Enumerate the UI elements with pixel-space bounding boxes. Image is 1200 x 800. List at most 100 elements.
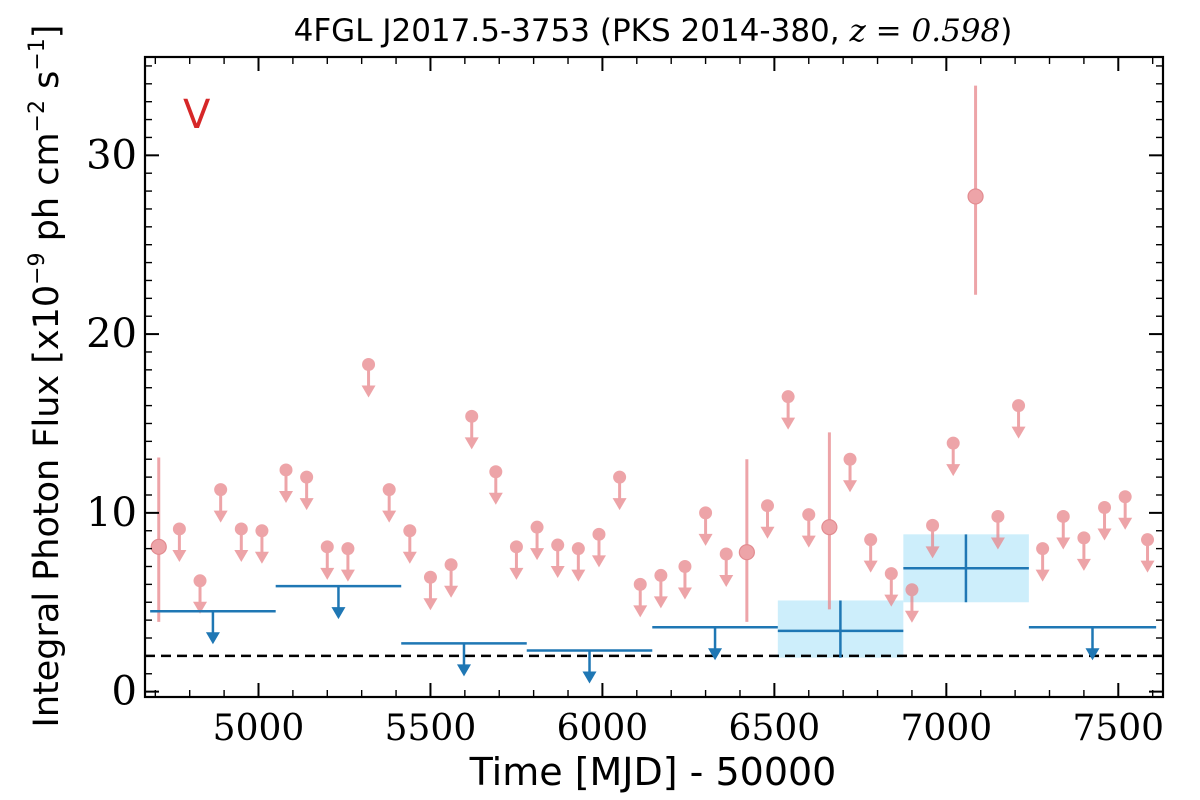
y-axis-label-close: ] — [27, 25, 67, 39]
upper-limit-arrowhead — [653, 596, 668, 609]
short-bin-upper-limit-42 — [1118, 490, 1133, 530]
x-axis-label: Time [MJD] - 50000 — [469, 750, 837, 794]
short-bin-detection-2 — [821, 432, 838, 610]
upper-limit-arrowhead — [193, 601, 208, 614]
upper-limit-arrowhead — [1140, 560, 1155, 573]
y-axis-label-units-2: s — [27, 71, 67, 100]
short-bin-upper-limit-35 — [946, 436, 961, 477]
upper-limit-point — [678, 559, 692, 573]
upper-limit-point — [509, 540, 523, 554]
y-tick-label: 0 — [112, 669, 137, 715]
detection-point — [738, 544, 755, 561]
upper-limit-arrowhead — [698, 533, 713, 546]
upper-limit-point — [1036, 542, 1050, 556]
long-bin-series — [150, 534, 1157, 684]
upper-limit-point — [905, 583, 919, 597]
short-bin-upper-limit-25 — [698, 506, 713, 546]
upper-limit-arrowhead — [946, 464, 961, 477]
short-bin-upper-limit-40 — [1076, 531, 1091, 571]
detection-point — [967, 188, 984, 205]
upper-limit-point — [926, 518, 940, 532]
upper-limit-arrowhead — [925, 546, 940, 559]
upper-limit-arrowhead — [382, 510, 397, 523]
long-bin-upper-limit-5 — [1028, 626, 1157, 661]
upper-limit-point — [654, 568, 668, 582]
long-bin-upper-limit-1 — [275, 584, 402, 620]
short-bin-upper-limit-1 — [193, 574, 208, 614]
upper-limit-arrowhead — [530, 548, 545, 561]
upper-limit-arrowhead — [1035, 569, 1050, 582]
short-bin-upper-limit-5 — [279, 463, 294, 503]
short-bin-upper-limit-27 — [760, 499, 775, 539]
upper-limit-point — [234, 522, 248, 536]
short-bin-upper-limit-12 — [423, 570, 438, 611]
upper-limit-arrowhead — [843, 480, 858, 493]
upper-limit-point — [172, 522, 186, 536]
upper-limit-arrowhead — [509, 567, 524, 580]
upper-limit-point — [1141, 533, 1155, 547]
short-bin-upper-limit-3 — [234, 522, 249, 562]
upper-limit-arrowhead — [550, 566, 565, 579]
x-tick-label: 5000 — [213, 708, 305, 749]
upper-limit-arrowhead — [612, 498, 627, 511]
short-bin-detection-1 — [738, 459, 755, 622]
upper-limit-arrowhead — [1076, 558, 1091, 571]
upper-limit-point — [489, 465, 503, 479]
upper-limit-point — [320, 540, 334, 554]
x-tick-label: 7000 — [901, 708, 993, 749]
short-bin-upper-limit-28 — [781, 390, 796, 430]
short-bin-upper-limit-21 — [612, 470, 627, 511]
upper-limit-point — [362, 357, 376, 371]
upper-limit-point — [864, 533, 878, 547]
x-tick-label: 7500 — [1072, 708, 1164, 749]
upper-limit-arrowhead — [571, 569, 586, 582]
short-bin-upper-limit-20 — [591, 527, 606, 568]
short-bin-upper-limit-9 — [361, 357, 376, 398]
plot-axes: 5000 5500 6000 6500 7000 7500 0 10 20 30 — [86, 55, 1164, 749]
y-axis-label-exponent: −9 — [25, 252, 50, 284]
upper-limit-point — [699, 506, 713, 520]
long-bin-detection-0 — [777, 600, 904, 658]
upper-limit-arrowhead — [591, 555, 606, 568]
long-bin-arrowhead — [456, 664, 471, 677]
upper-limit-point — [843, 452, 857, 466]
chart-title-text: 4FGL J2017.5-3753 (PKS 2014-380, — [294, 13, 850, 49]
y-axis-label-units: ph cm — [27, 132, 67, 252]
short-bin-upper-limit-8 — [340, 542, 355, 582]
upper-limit-arrowhead — [863, 560, 878, 573]
upper-limit-arrowhead — [464, 437, 479, 450]
upper-limit-arrowhead — [990, 537, 1005, 550]
long-bin-upper-limit-3 — [526, 649, 653, 684]
upper-limit-point — [613, 470, 627, 484]
upper-limit-arrowhead — [633, 605, 648, 618]
y-axis-label: Integral Photon Flux [x10−9 ph cm−2 s−1] — [25, 25, 67, 728]
short-bin-upper-limit-30 — [843, 452, 858, 493]
upper-limit-arrowhead — [340, 569, 355, 582]
upper-limit-arrowhead — [1097, 528, 1112, 541]
short-bin-upper-limit-19 — [571, 542, 586, 582]
upper-limit-point — [341, 542, 355, 556]
short-bin-upper-limit-23 — [653, 568, 668, 609]
upper-limit-arrowhead — [320, 567, 335, 580]
short-bin-upper-limit-7 — [320, 540, 335, 580]
short-bin-upper-limit-16 — [509, 540, 524, 580]
short-bin-upper-limit-34 — [925, 518, 940, 559]
upper-limit-arrowhead — [423, 598, 438, 611]
upper-limit-arrowhead — [719, 574, 734, 587]
upper-limit-point — [802, 508, 816, 522]
x-tick-label: 6500 — [729, 708, 821, 749]
upper-limit-point — [551, 538, 565, 552]
upper-limit-point — [255, 524, 269, 538]
upper-limit-arrowhead — [488, 492, 503, 505]
upper-limit-point — [382, 483, 396, 497]
long-bin-upper-limit-4 — [652, 626, 778, 661]
upper-limit-arrowhead — [254, 551, 269, 564]
upper-limit-point — [946, 436, 960, 450]
upper-limit-point — [571, 542, 585, 556]
upper-limit-arrowhead — [760, 526, 775, 539]
upper-limit-point — [193, 574, 207, 588]
y-tick-label: 30 — [86, 132, 137, 178]
short-bin-upper-limit-6 — [299, 470, 314, 511]
short-bin-detection-0 — [150, 457, 167, 622]
